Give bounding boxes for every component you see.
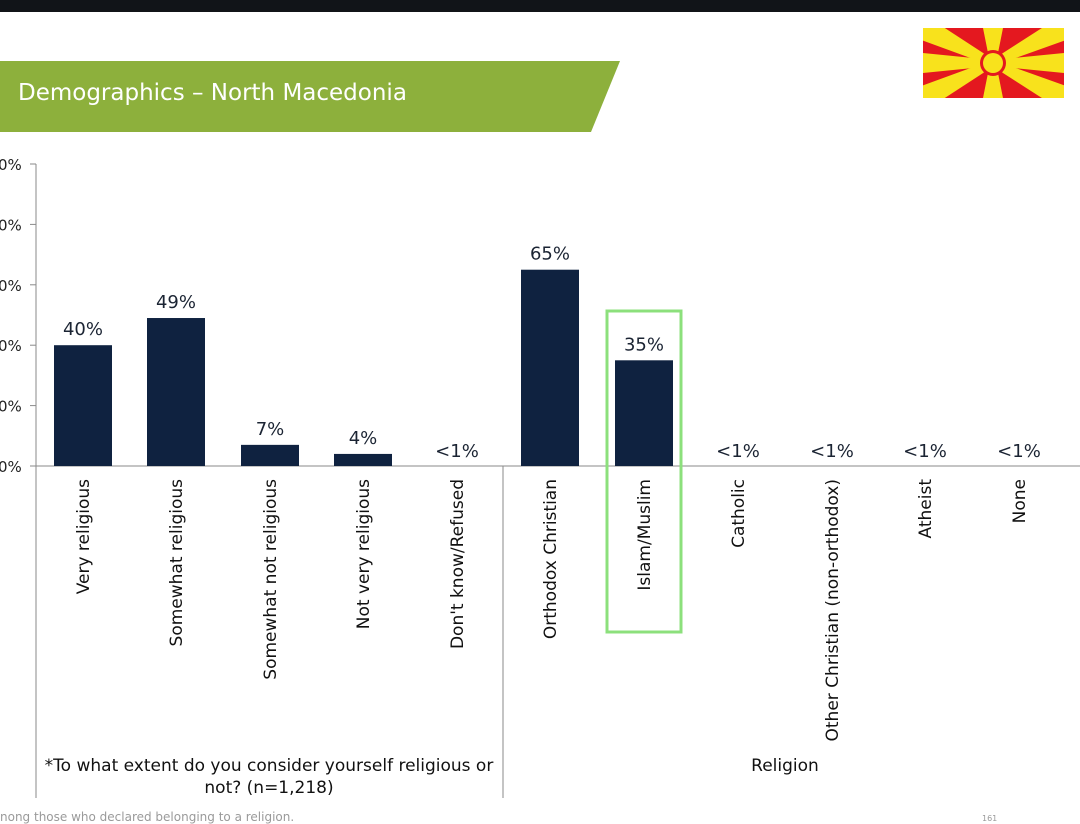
bar	[241, 444, 299, 466]
y-tick-label: 0%	[0, 156, 22, 174]
flag-ray	[923, 53, 993, 73]
flag-ray	[983, 28, 1003, 63]
highlight-box	[605, 309, 683, 634]
category-label: Catholic	[729, 479, 749, 548]
data-label: 65%	[530, 244, 570, 265]
category-label: Somewhat not religious	[261, 479, 281, 680]
category-label: Other Christian (non-orthodox)	[823, 479, 843, 742]
flag-ray	[923, 60, 995, 98]
page-title: Demographics – North Macedonia	[18, 80, 407, 106]
y-ticks: 0% 0% 0% 0% 0% 0%	[0, 156, 36, 476]
category-label: Very religious	[74, 479, 94, 594]
category-labels: Very religious Somewhat religious Somewhat…	[74, 479, 1030, 742]
bar	[334, 453, 392, 466]
group-labels: *To what extent do you consider yourself…	[45, 756, 819, 798]
data-label: 7%	[256, 419, 285, 440]
data-labels: 40% 49% 7% 4% <1% 65% 35% <1% <1% <1% <1%	[63, 244, 1041, 462]
flag-ray	[983, 63, 1003, 98]
north-macedonia-flag-icon	[923, 28, 1064, 98]
bar	[615, 360, 673, 466]
y-tick-label: 0%	[0, 337, 22, 355]
y-tick-label: 0%	[0, 398, 22, 416]
top-dark-bar	[0, 0, 1080, 12]
data-label: 40%	[63, 319, 103, 340]
data-label: <1%	[997, 441, 1041, 462]
category-label: Orthodox Christian	[541, 479, 561, 639]
bar	[54, 345, 112, 466]
bar	[521, 269, 579, 466]
y-tick-label: 0%	[0, 277, 22, 295]
data-label: 49%	[156, 292, 196, 313]
category-label: Don't know/Refused	[448, 479, 468, 649]
bars	[54, 269, 673, 466]
group-label-line: not? (n=1,218)	[204, 778, 333, 798]
data-label: <1%	[810, 441, 854, 462]
data-label: 4%	[349, 428, 378, 449]
flag-ray	[991, 28, 1064, 66]
category-label: Atheist	[916, 479, 936, 539]
y-tick-label: 0%	[0, 216, 22, 234]
group-label-line: *To what extent do you consider yourself…	[45, 756, 494, 776]
category-label: Islam/Muslim	[635, 479, 655, 591]
category-label: None	[1010, 479, 1030, 523]
flag-ray	[923, 28, 995, 66]
category-label: Not very religious	[354, 479, 374, 629]
group-label-religion: Religion	[751, 756, 819, 776]
data-label: <1%	[435, 441, 479, 462]
page-number: 161	[982, 814, 998, 823]
flag-rays	[923, 28, 1064, 98]
flag-ray	[993, 53, 1064, 73]
flag-ray	[991, 60, 1064, 98]
flag-sun	[983, 53, 1003, 73]
data-label: 35%	[624, 334, 664, 355]
group-label-religiosity: *To what extent do you consider yourself…	[45, 756, 494, 798]
footnote: nong those who declared belonging to a r…	[0, 810, 295, 824]
y-tick-label: 0%	[0, 458, 22, 476]
category-label: Somewhat religious	[167, 479, 187, 647]
data-label: <1%	[716, 441, 760, 462]
data-label: <1%	[903, 441, 947, 462]
bar	[147, 318, 205, 466]
